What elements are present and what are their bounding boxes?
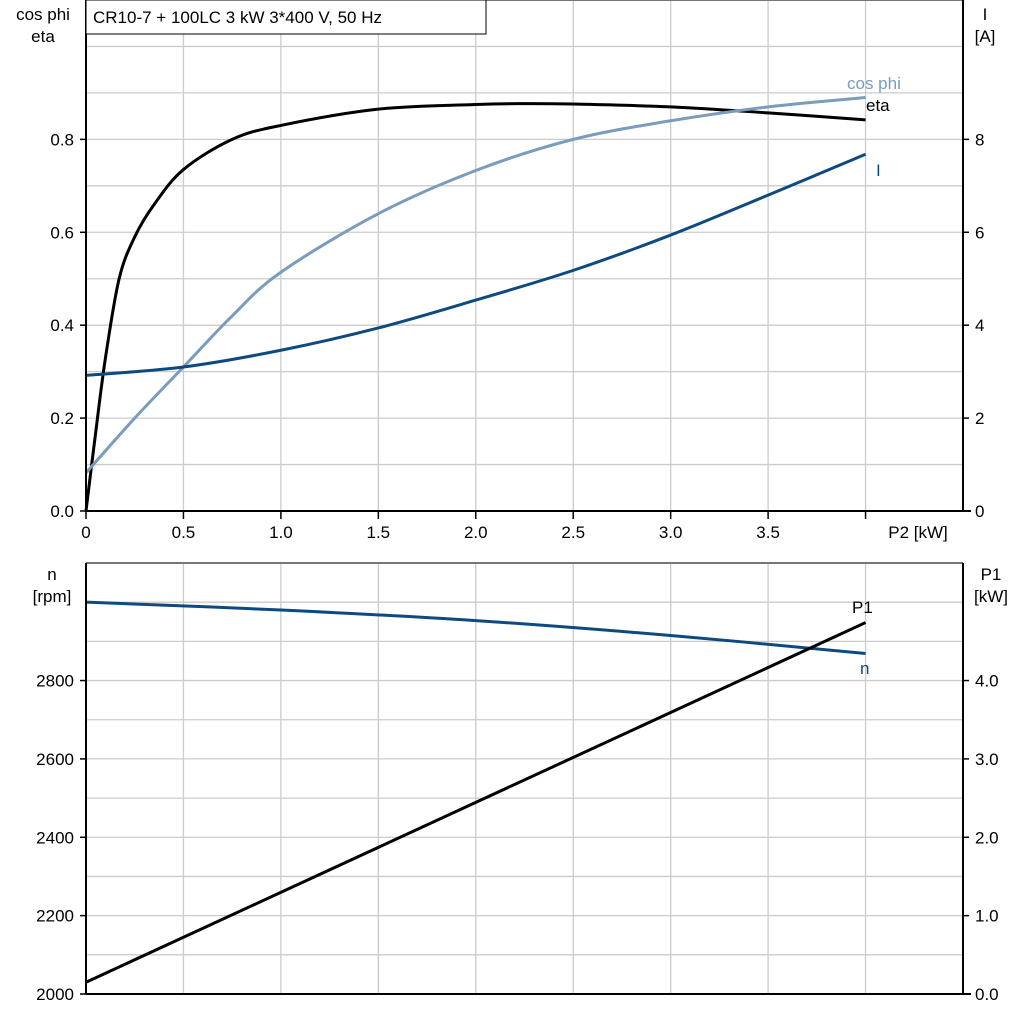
series-line-p1: [85, 621, 867, 984]
x-axis-label: P2 [kW]: [888, 523, 948, 542]
bottom-right-ylabel-1: P1: [981, 565, 1002, 584]
series-line-eta: [84, 102, 866, 512]
left-tick-label: 0.0: [50, 502, 74, 521]
left-tick-label: 0.2: [50, 409, 74, 428]
series-label-eta: eta: [866, 96, 890, 115]
right-tick-label: 0: [975, 502, 984, 521]
series-label-p1: P1: [852, 598, 873, 617]
bottom-left-ylabel-1: n: [47, 565, 56, 584]
series-label-i: I: [876, 161, 881, 180]
bottom-right-ylabel-2: [kW]: [974, 587, 1008, 606]
top-left-ylabel-2: eta: [31, 27, 55, 46]
chart-title: CR10-7 + 100LC 3 kW 3*400 V, 50 Hz: [93, 8, 382, 27]
series-label-cos-phi: cos phi: [847, 74, 901, 93]
right-tick-label: 3.0: [975, 750, 999, 769]
right-tick-label: 4.0: [975, 672, 999, 691]
x-tick-label: 1.0: [269, 523, 293, 542]
series-line-i: [85, 152, 867, 377]
left-tick-label: 0.6: [50, 223, 74, 242]
left-tick-label: 2800: [36, 672, 74, 691]
series-label-n: n: [860, 659, 869, 678]
x-tick-label: 2.5: [561, 523, 585, 542]
right-tick-label: 2: [975, 409, 984, 428]
left-tick-label: 0.4: [50, 316, 74, 335]
x-tick-label: 3.0: [659, 523, 683, 542]
title-box: CR10-7 + 100LC 3 kW 3*400 V, 50 Hz: [85, 0, 487, 35]
right-tick-label: 8: [975, 130, 984, 149]
x-tick-label: 2.0: [464, 523, 488, 542]
right-tick-label: 1.0: [975, 907, 999, 926]
right-tick-label: 4: [975, 316, 984, 335]
x-tick-label: 1.5: [367, 523, 391, 542]
left-tick-label: 0.8: [50, 130, 74, 149]
right-tick-label: 6: [975, 223, 984, 242]
series-line-n: [85, 600, 866, 656]
bottom-grid: [86, 563, 963, 994]
left-tick-label: 2600: [36, 750, 74, 769]
x-tick-label: 0.5: [172, 523, 196, 542]
top-grid: [86, 0, 963, 511]
x-tick-label: 0: [81, 523, 90, 542]
top-right-ylabel-1: I: [983, 5, 988, 24]
series-lines: [84, 96, 867, 984]
left-tick-label: 2200: [36, 907, 74, 926]
right-tick-label: 2.0: [975, 828, 999, 847]
left-tick-label: 2400: [36, 828, 74, 847]
left-tick-label: 2000: [36, 985, 74, 1004]
right-tick-label: 0.0: [975, 985, 999, 1004]
top-right-ylabel-2: [A]: [975, 27, 996, 46]
axes: 0.0 0.2 0.4 0.6 0.8 0 2 4 6 8 0 0.5 1.0 1.5 2.0 2.5 3.0 3…: [36, 0, 999, 1004]
top-left-ylabel-1: cos phi: [16, 5, 70, 24]
bottom-left-ylabel-2: [rpm]: [33, 587, 72, 606]
axis-labels: cos phi eta I [A] P2 [kW] n [rpm] P1 [kW…: [16, 5, 1008, 678]
x-tick-label: 3.5: [756, 523, 780, 542]
series-line-cos-phi: [84, 96, 866, 474]
